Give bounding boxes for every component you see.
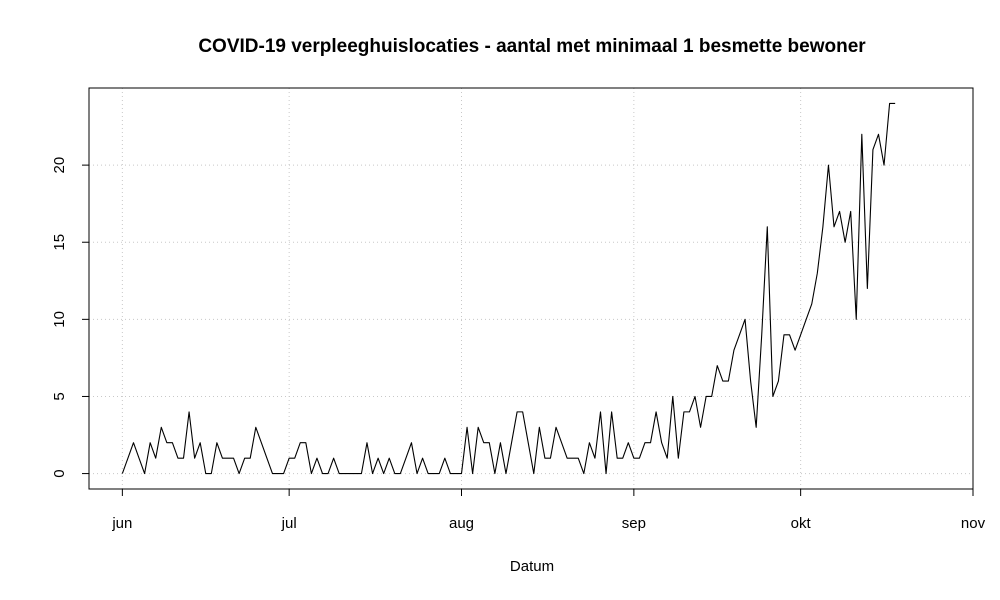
y-tick-label: 5 — [51, 392, 68, 400]
y-tick-label: 15 — [51, 234, 68, 251]
x-tick-label: aug — [449, 515, 474, 532]
x-tick-label: okt — [791, 515, 812, 532]
x-tick-label: jul — [281, 515, 297, 532]
y-tick-label: 0 — [51, 469, 68, 477]
grid — [89, 88, 974, 489]
x-axis: jun jul aug sep okt nov — [111, 488, 986, 532]
x-axis-label: Datum — [510, 558, 554, 575]
x-tick-label: nov — [961, 515, 986, 532]
series-line — [121, 102, 896, 475]
y-tick-label: 20 — [51, 157, 68, 174]
y-tick-label: 10 — [51, 311, 68, 328]
y-axis: 0 5 10 15 20 — [51, 157, 90, 478]
x-tick-label: jun — [111, 515, 132, 532]
x-tick-label: sep — [622, 515, 646, 532]
chart-title: COVID-19 verpleeghuislocaties - aantal m… — [198, 36, 866, 57]
plot-frame — [88, 87, 974, 490]
